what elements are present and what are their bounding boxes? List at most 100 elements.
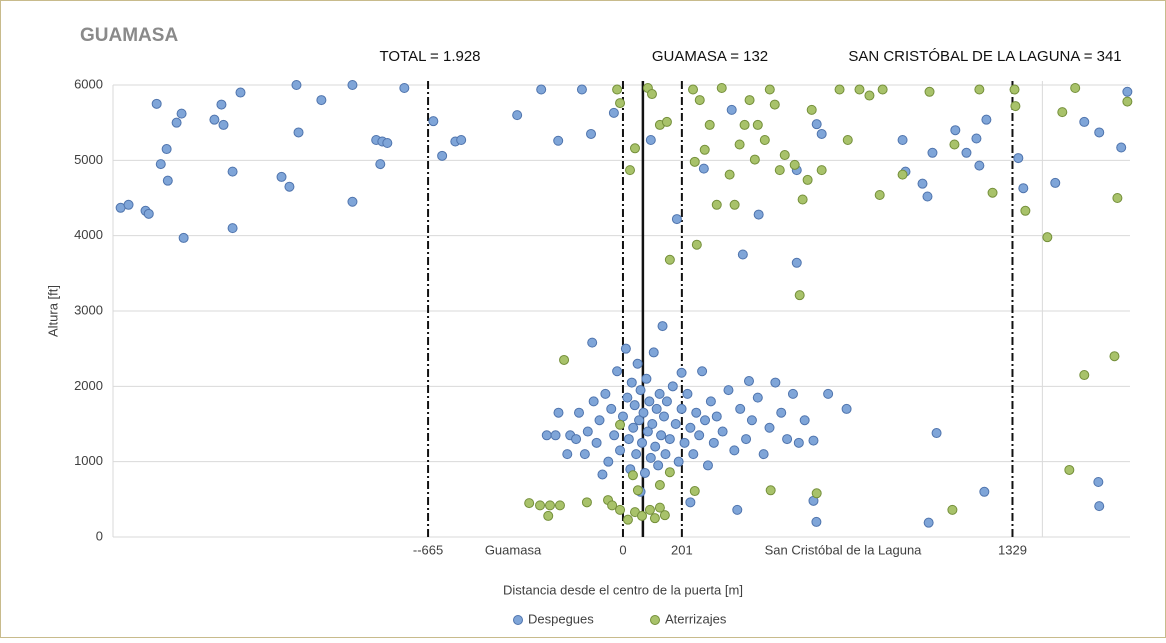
data-point <box>550 430 561 441</box>
data-point <box>437 150 448 161</box>
y-tick-label: 3000 <box>74 302 103 317</box>
y-axis-label: Altura [ft] <box>45 285 60 337</box>
data-point <box>622 514 633 525</box>
data-point <box>284 181 295 192</box>
data-point <box>734 139 745 150</box>
data-point <box>603 456 614 467</box>
data-point <box>399 83 410 94</box>
data-point <box>615 419 626 430</box>
data-point <box>854 84 865 95</box>
data-point <box>673 456 684 467</box>
data-point <box>176 108 187 119</box>
data-point <box>664 467 675 478</box>
data-point <box>659 510 670 521</box>
data-point <box>667 381 678 392</box>
data-point <box>623 434 634 445</box>
data-point <box>811 488 822 499</box>
data-point <box>811 119 822 130</box>
data-point <box>524 498 535 509</box>
data-point <box>637 437 648 448</box>
y-tick-label: 1000 <box>74 453 103 468</box>
data-point <box>752 392 763 403</box>
data-point <box>694 95 705 106</box>
data-point <box>651 403 662 414</box>
annotation: SAN CRISTÓBAL DE LA LAGUNA = 341 <box>848 48 1121 65</box>
data-point <box>624 165 635 176</box>
data-point <box>987 187 998 198</box>
data-point <box>823 388 834 399</box>
data-point <box>787 388 798 399</box>
data-point <box>670 419 681 429</box>
data-point <box>227 223 238 234</box>
data-point <box>724 169 735 180</box>
region-label: Guamasa <box>485 542 542 557</box>
data-point <box>645 452 656 463</box>
data-point <box>647 419 658 429</box>
data-point <box>600 388 611 399</box>
data-point <box>382 138 393 149</box>
data-point <box>874 189 885 200</box>
data-point <box>594 415 605 426</box>
data-point <box>789 159 800 170</box>
data-point <box>632 358 643 369</box>
data-point <box>512 110 523 121</box>
data-point <box>735 403 746 414</box>
data-point <box>178 232 189 243</box>
data-point <box>841 403 852 414</box>
data-point <box>629 400 640 411</box>
data-point <box>612 84 623 95</box>
data-point <box>641 373 652 384</box>
annotation: GUAMASA = 132 <box>652 48 768 65</box>
data-point <box>1109 351 1120 362</box>
data-point <box>1013 153 1024 164</box>
data-point <box>227 166 238 177</box>
data-point <box>704 119 715 130</box>
data-point <box>739 119 750 130</box>
data-point <box>607 500 618 511</box>
data-point <box>752 119 763 130</box>
data-point <box>653 460 664 471</box>
data-point <box>793 437 804 448</box>
data-point <box>729 199 740 210</box>
data-point <box>634 415 645 426</box>
data-point <box>588 396 599 407</box>
data-point <box>947 504 958 515</box>
data-point <box>897 169 908 180</box>
data-point <box>711 199 722 210</box>
data-point <box>816 128 827 139</box>
data-point <box>661 116 672 127</box>
data-point <box>375 159 386 170</box>
data-point <box>1122 96 1133 107</box>
data-point <box>746 415 757 426</box>
data-point <box>654 502 665 513</box>
data-point <box>648 347 659 358</box>
data-point <box>591 437 602 448</box>
data-point <box>218 119 229 130</box>
y-tick-label: 0 <box>96 528 103 543</box>
data-point <box>151 98 162 109</box>
legend-label: Aterrizajes <box>665 611 727 626</box>
data-point <box>744 95 755 106</box>
data-point <box>676 403 687 414</box>
data-point <box>1094 127 1105 138</box>
y-tick-label: 5000 <box>74 152 103 167</box>
data-point <box>629 143 640 154</box>
data-point <box>729 445 740 456</box>
data-point <box>632 485 643 496</box>
y-tick-label: 6000 <box>74 76 103 91</box>
data-point <box>779 150 790 161</box>
data-point <box>1010 101 1021 112</box>
data-point <box>1020 205 1031 216</box>
data-point <box>927 147 938 158</box>
data-point <box>1079 370 1090 381</box>
data-point <box>553 135 564 146</box>
data-point <box>559 354 570 365</box>
data-point <box>293 127 304 138</box>
data-point <box>685 497 696 508</box>
data-point <box>650 441 661 452</box>
data-point <box>576 84 587 95</box>
data-point <box>657 321 668 332</box>
data-point <box>1057 107 1068 118</box>
data-point <box>1064 464 1075 475</box>
